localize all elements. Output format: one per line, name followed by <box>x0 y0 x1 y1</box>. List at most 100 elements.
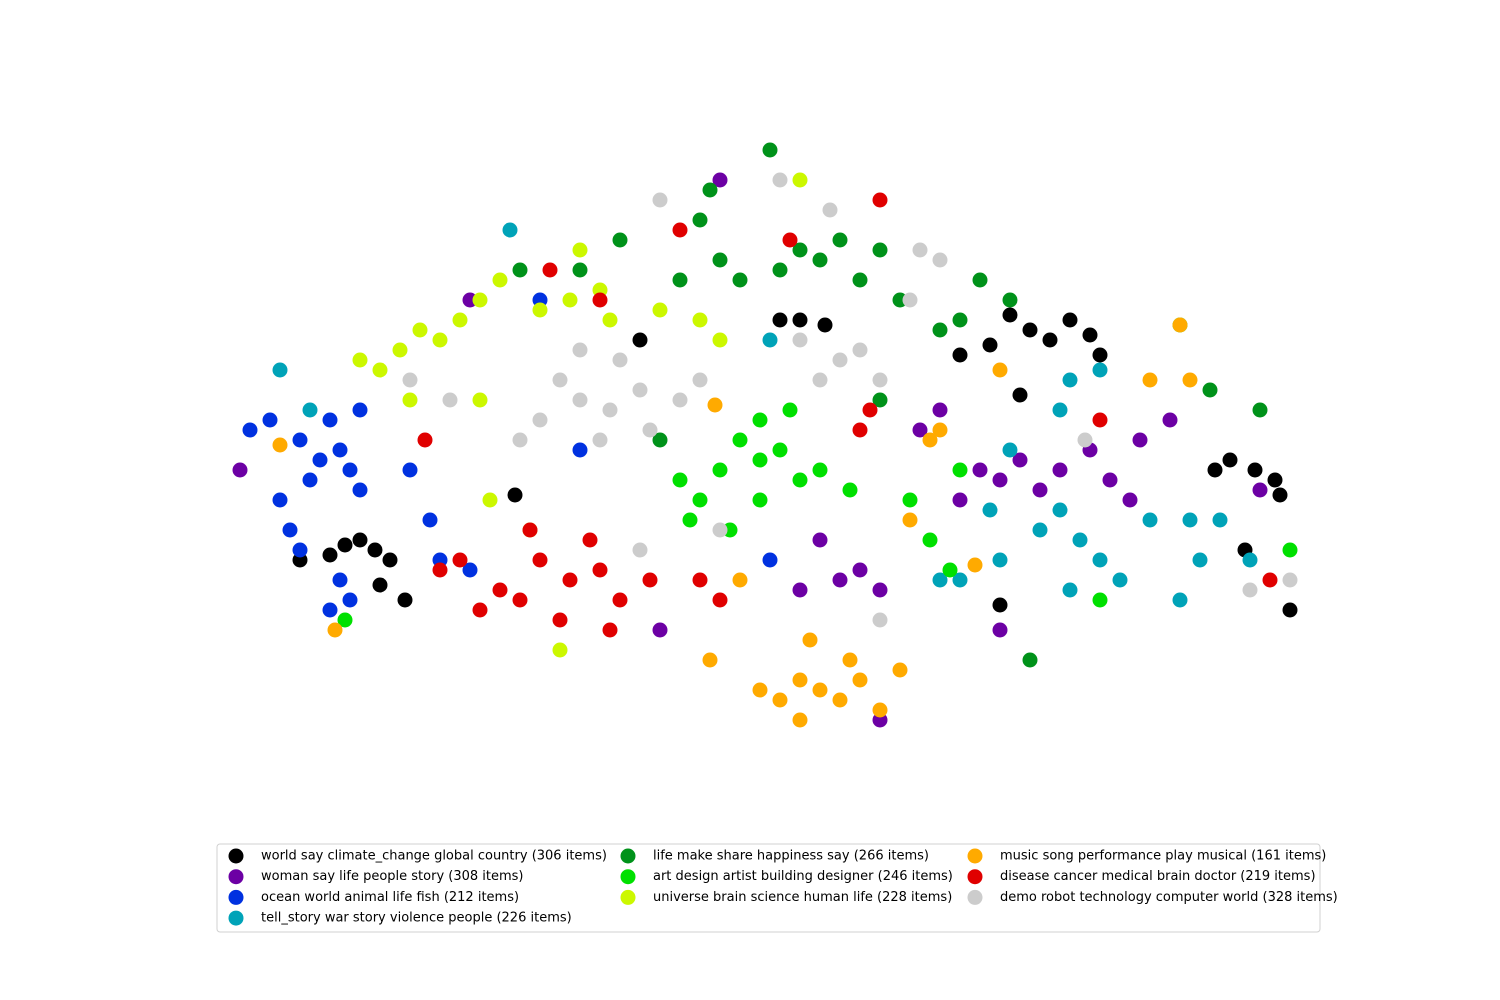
point <box>1252 402 1268 418</box>
point <box>602 622 618 638</box>
point <box>862 402 878 418</box>
point <box>852 422 868 438</box>
point <box>402 462 418 478</box>
point <box>792 242 808 258</box>
point <box>602 312 618 328</box>
point <box>982 337 998 353</box>
point <box>1262 572 1278 588</box>
point <box>552 642 568 658</box>
point <box>982 502 998 518</box>
point <box>422 512 438 528</box>
point <box>852 562 868 578</box>
point <box>842 482 858 498</box>
point <box>1082 327 1098 343</box>
point <box>572 262 588 278</box>
point <box>1222 452 1238 468</box>
point <box>817 317 833 333</box>
point <box>372 362 388 378</box>
point <box>672 472 688 488</box>
legend-label: demo robot technology computer world (32… <box>1000 890 1338 905</box>
point <box>1012 387 1028 403</box>
point <box>792 312 808 328</box>
point <box>632 332 648 348</box>
point <box>1092 552 1108 568</box>
point <box>1042 332 1058 348</box>
point <box>992 472 1008 488</box>
point <box>532 552 548 568</box>
legend-label: disease cancer medical brain doctor (219… <box>1000 869 1316 884</box>
point <box>1192 552 1208 568</box>
point <box>582 532 598 548</box>
point <box>812 462 828 478</box>
point <box>712 522 728 538</box>
point <box>672 222 688 238</box>
point <box>1182 512 1198 528</box>
point <box>772 442 788 458</box>
point <box>872 242 888 258</box>
point <box>417 432 433 448</box>
point <box>1282 542 1298 558</box>
point <box>812 252 828 268</box>
point <box>1032 482 1048 498</box>
point <box>1122 492 1138 508</box>
point <box>332 572 348 588</box>
legend-label: woman say life people story (308 items) <box>261 869 524 884</box>
point <box>552 612 568 628</box>
point <box>1202 382 1218 398</box>
point <box>1282 572 1298 588</box>
point <box>312 452 328 468</box>
point <box>562 292 578 308</box>
point <box>992 552 1008 568</box>
point <box>1212 512 1228 528</box>
point <box>792 582 808 598</box>
point <box>542 262 558 278</box>
point <box>1172 317 1188 333</box>
point <box>772 692 788 708</box>
point <box>732 432 748 448</box>
point <box>592 292 608 308</box>
point <box>612 592 628 608</box>
point <box>632 542 648 558</box>
point <box>1062 582 1078 598</box>
point <box>292 432 308 448</box>
point <box>782 232 798 248</box>
legend-label: tell_story war story violence people (22… <box>261 911 572 926</box>
point <box>1242 552 1258 568</box>
point <box>1052 462 1068 478</box>
point <box>367 542 383 558</box>
point <box>1252 482 1268 498</box>
point <box>972 462 988 478</box>
point <box>1077 432 1093 448</box>
point <box>502 222 518 238</box>
point <box>272 492 288 508</box>
point <box>812 532 828 548</box>
legend-label: art design artist building designer (246… <box>653 869 953 884</box>
point <box>572 442 588 458</box>
point <box>282 522 298 538</box>
point <box>902 492 918 508</box>
point <box>902 292 918 308</box>
point <box>702 652 718 668</box>
point <box>1002 292 1018 308</box>
point <box>892 662 908 678</box>
point <box>352 352 368 368</box>
point <box>832 352 848 368</box>
point <box>672 392 688 408</box>
legend: world say climate_change global country … <box>228 848 1338 926</box>
point <box>397 592 413 608</box>
point <box>1092 412 1108 428</box>
point <box>302 472 318 488</box>
point <box>412 322 428 338</box>
point <box>1032 522 1048 538</box>
point <box>342 592 358 608</box>
point <box>572 242 588 258</box>
point <box>322 547 338 563</box>
point <box>652 622 668 638</box>
point <box>402 392 418 408</box>
point <box>327 622 343 638</box>
point <box>692 372 708 388</box>
point <box>332 442 348 458</box>
point <box>1172 592 1188 608</box>
point <box>732 572 748 588</box>
point <box>682 512 698 528</box>
